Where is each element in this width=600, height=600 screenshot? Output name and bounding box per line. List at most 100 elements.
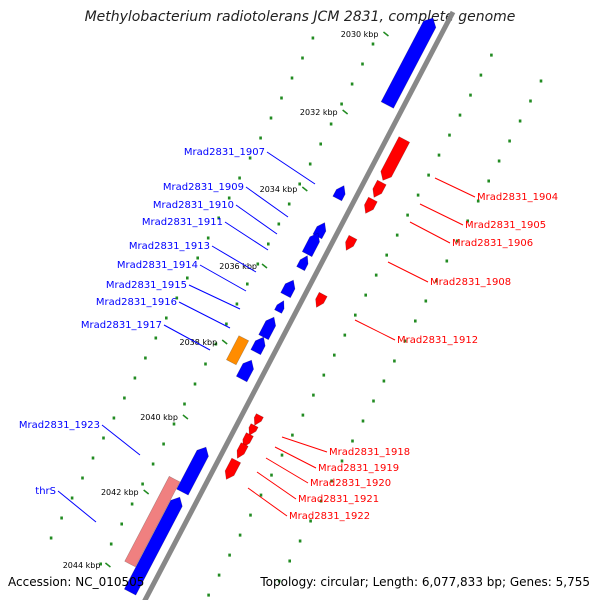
gene-forward-lower-block[interactable] [123, 496, 183, 596]
track-dot [350, 82, 354, 86]
gene-label-mrad2831-1923[interactable]: Mrad2831_1923 [19, 420, 100, 431]
gene-mrad2831-1915[interactable] [258, 316, 277, 341]
kbp-tick-mark [261, 263, 268, 269]
leader-line [409, 221, 451, 244]
track-dot [91, 456, 95, 460]
gene-mrad2831-1923[interactable] [176, 446, 209, 496]
track-dot [227, 196, 231, 200]
leader-line [211, 245, 257, 273]
leader-line [247, 487, 288, 517]
track-dot [277, 579, 281, 583]
track-dot [165, 316, 168, 320]
gene-label-mrad2831-1908[interactable]: Mrad2831_1908 [430, 277, 511, 288]
gene-label-mrad2831-1913[interactable]: Mrad2831_1913 [129, 241, 210, 252]
accession-text: Accession: NC_010505 [8, 575, 145, 589]
kbp-tick-mark [104, 562, 111, 568]
gene-label-mrad2831-1915[interactable]: Mrad2831_1915 [106, 280, 187, 291]
track-dot [141, 482, 144, 486]
gene-label-mrad2831-1910[interactable]: Mrad2831_1910 [153, 200, 234, 211]
gene-rna-feature[interactable] [225, 335, 250, 366]
gene-label-mrad2831-1914[interactable]: Mrad2831_1914 [117, 260, 198, 271]
track-dot [301, 56, 304, 60]
track-dot [256, 262, 260, 266]
gene-mrad2831-1911[interactable] [296, 255, 309, 272]
gene-mrad2831-1914[interactable] [274, 300, 285, 314]
leader-line [188, 284, 241, 310]
gene-label-mrad2831-1906[interactable]: Mrad2831_1906 [452, 238, 533, 249]
track-dot [311, 36, 315, 40]
kbp-tick-mark [221, 339, 228, 345]
gene-mrad2831-1912[interactable] [315, 291, 328, 308]
gene-label-mrad2831-1907[interactable]: Mrad2831_1907 [184, 147, 265, 158]
track-dot [217, 573, 221, 577]
gene-label-mrad2831-1909[interactable]: Mrad2831_1909 [163, 182, 244, 193]
track-dot [529, 99, 532, 103]
track-dot [193, 382, 197, 386]
gene-label-mrad2831-1917[interactable]: Mrad2831_1917 [81, 320, 162, 331]
genome-title: Methylobacterium radiotolerans JCM 2831,… [84, 9, 516, 25]
track-dot [374, 273, 378, 277]
gene-mrad2831-1919[interactable] [248, 423, 259, 436]
track-dot [288, 559, 291, 563]
gene-features[interactable] [123, 17, 437, 596]
gene-label-mrad2831-1916[interactable]: Mrad2831_1916 [96, 297, 177, 308]
track-dot [207, 593, 210, 597]
track-dot [270, 473, 273, 477]
track-dot [228, 553, 231, 557]
kbp-tick-label: 2030 kbp [341, 30, 379, 39]
track-dot [249, 513, 252, 517]
leader-line [235, 204, 278, 235]
kbp-tick-mark [143, 489, 150, 495]
track-dot [448, 133, 451, 137]
gene-label-mrad2831-1919[interactable]: Mrad2831_1919 [318, 463, 399, 474]
track-dot [466, 219, 469, 223]
leader-line [224, 221, 269, 251]
gene-mrad2831-1916[interactable] [250, 336, 266, 356]
gene-mrad2831-1917[interactable] [235, 359, 254, 383]
gene-label-mrad2831-1921[interactable]: Mrad2831_1921 [298, 494, 379, 505]
gene-label-mrad2831-1912[interactable]: Mrad2831_1912 [397, 335, 478, 346]
gene-mrad2831-1907[interactable] [332, 185, 346, 202]
gene-mrad2831-1906[interactable] [364, 196, 378, 214]
track-dot [437, 153, 441, 157]
gene-mrad2831-1921[interactable] [236, 442, 249, 459]
gene-label-mrad2831-1904[interactable]: Mrad2831_1904 [477, 192, 558, 203]
gene-label-mrad2831-1918[interactable]: Mrad2831_1918 [329, 447, 410, 458]
track-dot [372, 399, 375, 403]
gene-label-mrad2831-1922[interactable]: Mrad2831_1922 [289, 511, 370, 522]
track-dot [175, 296, 179, 300]
gene-mrad2831-1904[interactable] [380, 136, 411, 181]
gene-label-mrad2831-1911[interactable]: Mrad2831_1911 [142, 217, 223, 228]
track-dot [371, 42, 375, 46]
kbp-tick-mark [342, 109, 349, 115]
gene-forward-upper-block[interactable] [380, 17, 437, 109]
track-dot [361, 419, 365, 423]
gene-label-thrs[interactable]: thrS [35, 486, 56, 497]
kbp-tick-label: 2038 kbp [179, 338, 217, 347]
gene-mrad2831-1913[interactable] [280, 279, 296, 299]
track-dot [280, 453, 284, 457]
kbp-tick-mark [301, 186, 308, 192]
gene-label-mrad2831-1905[interactable]: Mrad2831_1905 [465, 220, 546, 231]
dot-tracks [49, 36, 543, 597]
track-dot [319, 499, 323, 503]
gene-mrad2831-1918[interactable] [253, 413, 264, 426]
track-dot [508, 139, 511, 143]
gene-label-mrad2831-1920[interactable]: Mrad2831_1920 [310, 478, 391, 489]
gene-thrS[interactable] [124, 475, 181, 568]
gene-mrad2831-1908[interactable] [345, 234, 358, 251]
track-dot [81, 476, 84, 480]
gene-mrad2831-1905[interactable] [372, 179, 387, 198]
track-dot [539, 79, 543, 83]
gene-mrad2831-1922[interactable] [224, 457, 242, 480]
leader-line [178, 301, 231, 329]
kbp-tick-label: 2032 kbp [300, 108, 338, 117]
gene-mrad2831-1910[interactable] [301, 232, 320, 258]
track-dot [70, 496, 74, 500]
track-dot [351, 439, 354, 443]
track-dot [196, 256, 199, 260]
gene-mrad2831-1920[interactable] [242, 432, 254, 448]
track-dot [301, 413, 305, 417]
track-dot [291, 433, 294, 437]
label-leaders [57, 151, 476, 523]
